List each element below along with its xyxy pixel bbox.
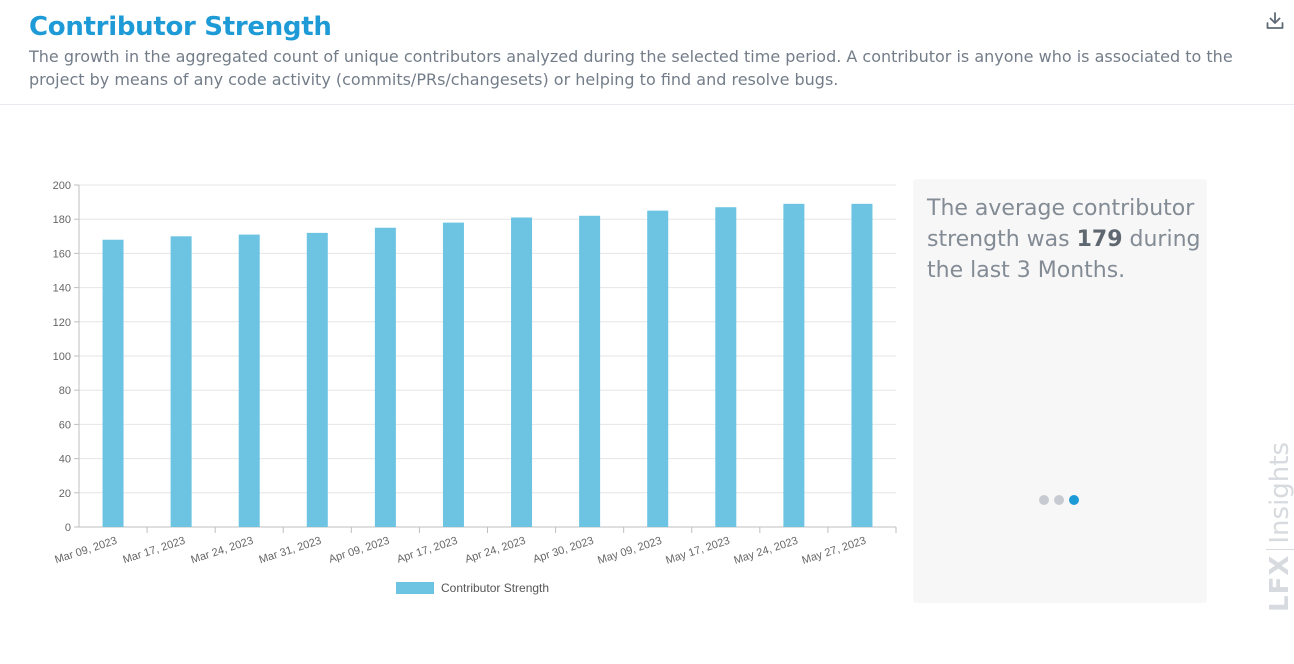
x-tick-label: Mar 24, 2023 (189, 535, 254, 566)
bar-5 (374, 227, 396, 527)
brand-name: Insights (1265, 441, 1294, 544)
x-tick-label: May 24, 2023 (732, 535, 799, 567)
summary-prefix: The average contributor strength was (927, 196, 1195, 252)
chart-title: Contributor Strength (29, 12, 332, 42)
y-tick-label: 140 (53, 283, 71, 295)
y-tick-label: 80 (59, 385, 71, 397)
bar-9 (647, 210, 669, 527)
chart-description: The growth in the aggregated count of un… (29, 47, 1233, 89)
carousel-dots (1039, 495, 1079, 505)
bar-7 (511, 217, 533, 528)
brand-watermark: LFX Insights (1262, 412, 1294, 612)
x-tick-label: May 09, 2023 (596, 535, 663, 567)
y-tick-label: 180 (53, 214, 71, 226)
x-tick-label: Apr 09, 2023 (327, 535, 391, 566)
bar-8 (579, 215, 601, 527)
legend-swatch (396, 582, 434, 594)
bar-6 (442, 222, 464, 527)
x-tick-label: Mar 17, 2023 (121, 535, 186, 566)
summary-text: The average contributor strength was 179… (927, 193, 1202, 286)
y-tick-label: 20 (59, 488, 71, 500)
y-tick-label: 200 (53, 180, 71, 192)
brand-separator (1266, 548, 1294, 550)
bar-10 (715, 207, 737, 528)
x-tick-label: Apr 17, 2023 (395, 535, 459, 566)
bar-12 (851, 203, 873, 527)
x-tick-label: May 27, 2023 (801, 535, 868, 567)
brand-logo: LFX (1265, 554, 1294, 612)
x-tick-label: Mar 09, 2023 (53, 535, 118, 566)
y-tick-label: 60 (59, 419, 71, 431)
average-value: 179 (1076, 227, 1123, 252)
y-tick-label: 0 (65, 522, 71, 534)
carousel-dot-3[interactable] (1069, 495, 1079, 505)
bar-11 (783, 203, 805, 527)
x-tick-label: Apr 30, 2023 (532, 535, 596, 566)
carousel-dot-2[interactable] (1054, 495, 1064, 505)
y-tick-label: 100 (53, 351, 71, 363)
bar-3 (238, 234, 260, 527)
bar-2 (170, 236, 192, 528)
bar-1 (102, 239, 124, 527)
y-tick-label: 40 (59, 454, 71, 466)
summary-card: The average contributor strength was 179… (913, 179, 1207, 603)
download-icon[interactable] (1264, 10, 1286, 32)
x-tick-label: May 17, 2023 (664, 535, 731, 567)
summary-suffix: during the last 3 Months. (927, 227, 1201, 283)
carousel-dot-1[interactable] (1039, 495, 1049, 505)
y-tick-label: 160 (53, 248, 71, 260)
bar-4 (306, 232, 328, 527)
legend-label: Contributor Strength (441, 581, 549, 595)
x-tick-label: Mar 31, 2023 (258, 535, 323, 566)
header-divider (0, 104, 1294, 105)
x-tick-label: Apr 24, 2023 (464, 535, 528, 566)
y-tick-label: 120 (53, 317, 71, 329)
